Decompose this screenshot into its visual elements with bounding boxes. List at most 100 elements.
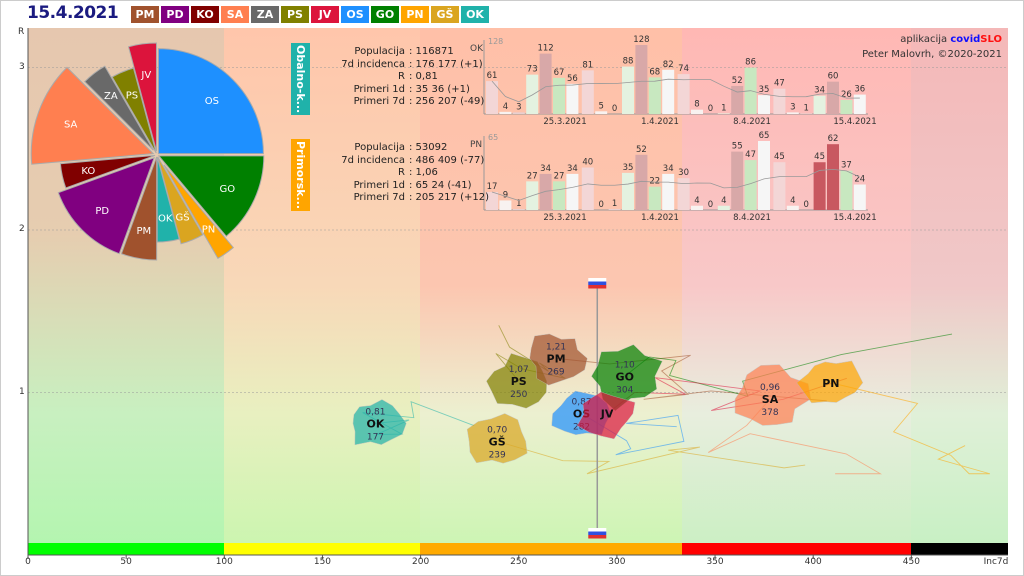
bar-value: 35 bbox=[759, 85, 770, 95]
info-row: Populacija: 116871 bbox=[314, 46, 484, 59]
incidence-color-bar bbox=[28, 543, 1008, 555]
bar-chart-code: OK bbox=[470, 44, 484, 54]
bar-value: 1 bbox=[803, 103, 808, 113]
x-tick-label: 0 bbox=[25, 557, 31, 567]
bar-value: 1 bbox=[612, 199, 617, 209]
info-key: R bbox=[398, 71, 405, 82]
panel-tab-OK[interactable]: Obalno-k... bbox=[291, 43, 310, 115]
bar-value: 4 bbox=[694, 196, 699, 206]
bar bbox=[539, 53, 552, 114]
bar bbox=[813, 95, 826, 114]
panel-info-OK: Populacija: 116871 7d incidenca : 176 177 … bbox=[314, 46, 484, 109]
bar bbox=[553, 181, 565, 210]
bar-date-label: 25.3.2021 bbox=[543, 117, 586, 127]
bar-value: 30 bbox=[678, 168, 689, 178]
region-chip-3[interactable]: SA bbox=[221, 6, 249, 23]
brand-covid: covid bbox=[950, 34, 981, 45]
info-row: R: 0,81 bbox=[314, 71, 484, 84]
pie-slice-PS: PS bbox=[111, 67, 157, 154]
bar-value: 0 bbox=[612, 104, 617, 114]
info-key: Primeri 1d bbox=[353, 83, 405, 95]
bar bbox=[512, 208, 525, 210]
region-chip-9[interactable]: PN bbox=[401, 6, 429, 23]
region-chip-6[interactable]: JV bbox=[311, 6, 339, 23]
bar-value: 0 bbox=[708, 104, 713, 114]
bar bbox=[827, 81, 839, 114]
region-r-value: 1,10 bbox=[615, 360, 635, 370]
info-key: Primeri 7d bbox=[353, 96, 405, 107]
pie-label: PS bbox=[126, 91, 138, 102]
bar-chart-max: 128 bbox=[488, 37, 503, 46]
map-region-JV[interactable]: JV bbox=[576, 391, 636, 440]
map-region-PN[interactable]: PN bbox=[796, 360, 864, 404]
info-key: Populacija bbox=[354, 142, 405, 153]
info-value: : 205 217 (+12) bbox=[409, 192, 489, 203]
region-code: JV bbox=[600, 408, 614, 421]
region-incidence: 378 bbox=[761, 408, 778, 418]
panel-tab-PN[interactable]: Primorsk... bbox=[291, 139, 310, 211]
info-value: : 53092 bbox=[409, 142, 448, 153]
trajectory-GŠ bbox=[497, 440, 806, 475]
x-tick-label: 100 bbox=[215, 557, 233, 567]
bar-value: 27 bbox=[527, 171, 538, 181]
region-code: PN bbox=[822, 377, 839, 390]
bar bbox=[526, 74, 539, 114]
bar bbox=[662, 69, 675, 114]
bar-value: 34 bbox=[814, 86, 825, 96]
info-value: : 256 207 (-49) bbox=[409, 96, 485, 107]
pie-label: PN bbox=[202, 225, 216, 236]
bar-value: 82 bbox=[663, 60, 674, 70]
x-tick-label: 150 bbox=[313, 557, 332, 567]
bar-value: 35 bbox=[623, 163, 634, 173]
info-row: 7d incidenca : 176 177 (+1) bbox=[314, 59, 484, 72]
bar bbox=[635, 154, 648, 210]
region-chip-8[interactable]: GO bbox=[371, 6, 399, 23]
region-chip-5[interactable]: PS bbox=[281, 6, 309, 23]
region-chip-4[interactable]: ZA bbox=[251, 6, 279, 23]
x-tick-label: 300 bbox=[608, 557, 626, 567]
info-key: 7d incidenca bbox=[341, 58, 405, 70]
bar-value: 65 bbox=[759, 131, 770, 141]
bar bbox=[786, 112, 799, 114]
region-incidence: 304 bbox=[616, 385, 633, 395]
pie-slice-JV: JV bbox=[127, 42, 157, 152]
bar bbox=[622, 172, 634, 210]
bar bbox=[691, 109, 703, 114]
pie-slice-OS: OS bbox=[157, 48, 264, 155]
region-chip-11[interactable]: OK bbox=[461, 6, 489, 23]
region-chip-2[interactable]: KO bbox=[191, 6, 219, 23]
region-code: PS bbox=[511, 375, 527, 388]
region-chip-7[interactable]: OS bbox=[341, 6, 369, 23]
info-row: 7d incidenca: 486 409 (-77) bbox=[314, 155, 489, 168]
y-axis-label: R bbox=[18, 27, 25, 37]
bar-value: 0 bbox=[708, 200, 713, 210]
bar bbox=[622, 66, 634, 114]
pie-slice-PN: PN bbox=[163, 164, 235, 260]
bar-value: 55 bbox=[732, 142, 743, 152]
bar bbox=[840, 99, 853, 114]
region-code: SA bbox=[762, 393, 779, 406]
region-chip-0[interactable]: PM bbox=[131, 6, 159, 23]
bar bbox=[731, 151, 744, 210]
bar-average-line bbox=[491, 168, 860, 201]
region-chip-10[interactable]: GŠ bbox=[431, 6, 459, 23]
bar bbox=[512, 112, 525, 114]
info-value: : 176 177 (+1) bbox=[409, 58, 483, 70]
trajectory-PN bbox=[830, 382, 990, 475]
bar bbox=[499, 200, 512, 210]
region-code: GŠ bbox=[489, 435, 506, 448]
bar-value: 3 bbox=[516, 102, 521, 112]
author: Peter Malovrh, ©2020-2021 bbox=[862, 49, 1002, 60]
zone-black bbox=[911, 28, 1008, 543]
info-row: R: 1,06 bbox=[314, 167, 489, 180]
bar-value: 88 bbox=[623, 57, 634, 67]
region-incidence: 250 bbox=[510, 390, 527, 400]
pie-slice-KO: KO bbox=[59, 154, 156, 189]
region-chip-1[interactable]: PD bbox=[161, 6, 189, 23]
bar bbox=[717, 113, 730, 114]
